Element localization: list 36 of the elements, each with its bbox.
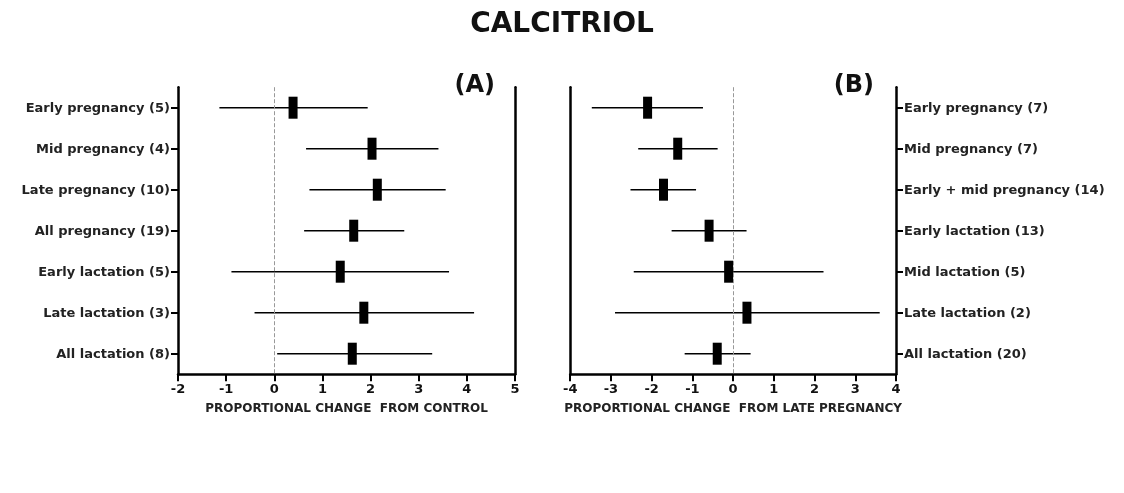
x-tick-label: 0 <box>728 381 738 397</box>
x-axis-title: PROPORTIONAL CHANGE FROM CONTROL <box>205 401 489 416</box>
x-tick-label: -1 <box>218 381 234 397</box>
x-tick-label: 1 <box>317 381 327 397</box>
x-tick-label: 3 <box>850 381 860 397</box>
x-tick-label: 2 <box>810 381 820 397</box>
x-axis-title: PROPORTIONAL CHANGE FROM LATE PREGNANCY <box>564 401 903 416</box>
x-tick-label: 1 <box>769 381 779 397</box>
x-tick-label: -1 <box>685 381 700 397</box>
y-tick-label: Early lactation (5) <box>38 264 170 280</box>
y-tick-label: Mid lactation (5) <box>904 264 1026 280</box>
x-tick-label: -3 <box>603 381 619 397</box>
annotation: (A) <box>454 70 495 98</box>
y-tick-label: Late pregnancy (10) <box>21 182 170 198</box>
x-tick-label: 2 <box>366 381 376 397</box>
x-tick-label: -2 <box>644 381 659 397</box>
y-tick-label: Early lactation (13) <box>904 223 1045 239</box>
y-tick-label: All pregnancy (19) <box>34 223 170 239</box>
x-tick-label: -4 <box>562 381 578 397</box>
x-tick-label: 3 <box>414 381 424 397</box>
chart-title: CALCITRIOL <box>469 6 655 39</box>
y-tick-label: All lactation (20) <box>904 346 1027 362</box>
x-tick-label: 0 <box>269 381 279 397</box>
x-tick-label: 5 <box>510 381 520 397</box>
x-tick-label: -2 <box>170 381 186 397</box>
y-tick-label: Mid pregnancy (7) <box>904 141 1038 157</box>
y-tick-label: Mid pregnancy (4) <box>36 141 170 157</box>
y-tick-label: Late lactation (2) <box>904 305 1031 321</box>
x-tick-label: 4 <box>891 381 901 397</box>
y-tick-label: Early + mid pregnancy (14) <box>904 182 1105 198</box>
y-tick-label: Early pregnancy (7) <box>904 100 1049 116</box>
y-tick-label: All lactation (8) <box>56 346 170 362</box>
y-tick-label: Early pregnancy (5) <box>25 100 170 116</box>
annotation: (B) <box>833 70 874 98</box>
x-tick-label: 4 <box>462 381 472 397</box>
y-tick-label: Late lactation (3) <box>43 305 170 321</box>
